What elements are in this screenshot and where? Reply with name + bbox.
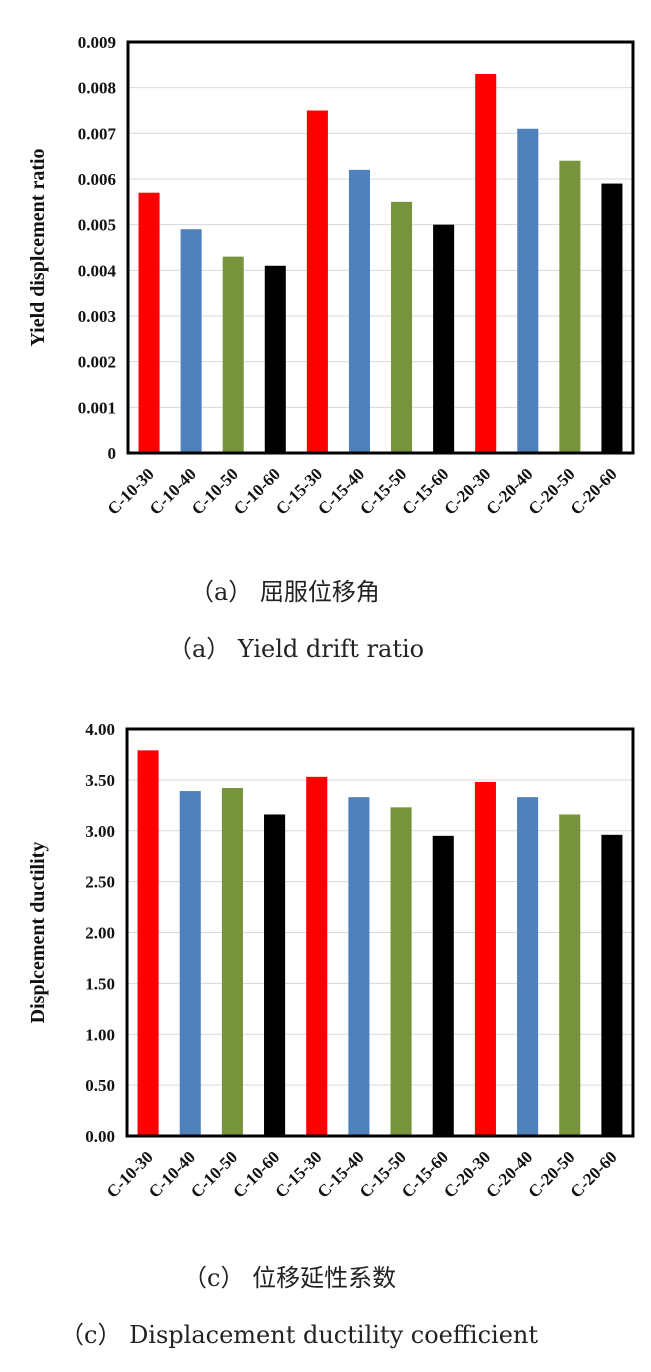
gridlines [128, 87, 633, 408]
y-tick-label: 3.50 [85, 771, 115, 790]
bar-c-10-50 [222, 256, 244, 453]
x-category-label: C-10-40 [145, 1147, 199, 1201]
y-axis-label: Displcement ductility [27, 842, 49, 1024]
caption-english: （a） Yield drift ratio [168, 635, 424, 663]
y-tick-labels: 0.00 0.50 1.00 1.50 2.00 2.50 3.00 3.50 4.00 [85, 720, 115, 1146]
chart-displacement-ductility: 0.00 0.50 1.00 1.50 2.00 2.50 3.00 3.50 4.00 C-1… [27, 720, 635, 1349]
y-tick-label: 4.00 [85, 720, 115, 739]
x-category-label: C-10-50 [187, 1147, 241, 1201]
x-category-label: C-15-40 [314, 1147, 368, 1201]
y-tick-label: 0.009 [78, 33, 116, 52]
y-tick-label: 3.00 [85, 822, 115, 841]
y-tick-label: 0.002 [78, 353, 116, 372]
bar-c-20-30 [475, 73, 497, 453]
bars [137, 750, 623, 1136]
bar-c-15-60 [432, 835, 454, 1136]
caption-chinese: （a） 屈服位移角 [190, 578, 380, 606]
x-category-label: C-15-50 [356, 1147, 410, 1201]
y-tick-label: 0 [108, 444, 117, 463]
y-tick-labels: 0 0.001 0.002 0.003 0.004 0.005 0.006 0.007 0.00… [78, 33, 117, 463]
bar-c-10-30 [138, 192, 160, 453]
bar-c-20-50 [559, 814, 581, 1136]
plot-frame [125, 727, 635, 1138]
caption-english: （c） Displacement ductility coefficient [60, 1321, 538, 1349]
bar-c-10-50 [221, 788, 243, 1136]
bar-c-10-60 [264, 814, 286, 1136]
y-tick-label: 0.008 [78, 79, 116, 98]
y-tick-label: 0.005 [78, 216, 116, 235]
bar-c-10-40 [179, 791, 201, 1136]
y-tick-label: 0.006 [78, 170, 116, 189]
y-tick-label: 2.00 [85, 924, 115, 943]
x-category-label: C-10-60 [229, 1147, 283, 1201]
bar-c-15-50 [390, 807, 412, 1136]
bar-c-20-30 [474, 781, 496, 1136]
bar-c-20-60 [601, 183, 623, 454]
y-tick-label: 0.50 [85, 1076, 115, 1095]
x-category-label: C-20-30 [440, 1147, 494, 1201]
caption-chinese: （c） 位移延性系数 [183, 1264, 396, 1292]
chart-yield-drift-ratio: 0 0.001 0.002 0.003 0.004 0.005 0.006 0.007 0.00… [27, 33, 635, 663]
bar-c-10-40 [180, 229, 202, 453]
x-category-label: C-20-60 [567, 464, 621, 518]
x-category-label: C-20-60 [567, 1147, 621, 1201]
y-tick-label: 0.00 [85, 1127, 115, 1146]
x-category-label: C-20-40 [482, 1147, 536, 1201]
y-tick-label: 1.00 [85, 1025, 115, 1044]
bar-c-15-50 [391, 201, 413, 453]
bar-c-15-60 [433, 224, 455, 453]
bar-c-20-60 [601, 834, 623, 1136]
y-tick-label: 0.004 [78, 261, 117, 280]
plot-frame [126, 40, 635, 455]
y-tick-label: 0.007 [78, 124, 117, 143]
x-category-labels: C-10-30C-10-40C-10-50C-10-60C-15-30C-15-… [103, 1147, 621, 1201]
bar-c-20-50 [559, 160, 581, 453]
bar-c-15-30 [306, 110, 328, 453]
x-category-label: C-10-30 [103, 1147, 157, 1201]
bar-c-15-40 [348, 797, 370, 1136]
bar-c-15-40 [348, 169, 370, 453]
bar-c-10-30 [137, 750, 159, 1136]
y-tick-label: 0.003 [78, 307, 116, 326]
bar-c-10-60 [264, 265, 286, 453]
x-category-label: C-15-30 [271, 1147, 325, 1201]
bars [138, 73, 623, 454]
gridlines [127, 779, 633, 1086]
x-category-labels: C-10-30C-10-40C-10-50C-10-60C-15-30C-15-… [104, 464, 621, 518]
x-category-label: C-20-50 [524, 1147, 578, 1201]
y-tick-label: 1.50 [85, 974, 115, 993]
y-tick-label: 2.50 [85, 873, 115, 892]
y-axis-label: Yield displcement ratio [27, 148, 49, 346]
bar-c-15-30 [306, 776, 328, 1136]
x-category-label: C-15-60 [398, 1147, 452, 1201]
y-tick-label: 0.001 [78, 398, 116, 417]
bar-c-20-40 [517, 797, 539, 1136]
bar-c-20-40 [517, 128, 539, 453]
